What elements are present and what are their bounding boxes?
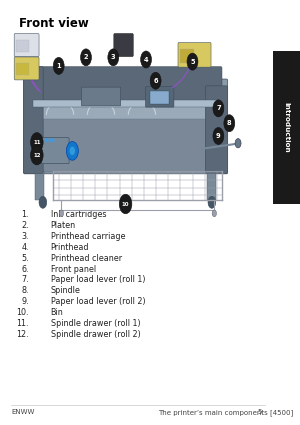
Text: 5: 5 — [258, 409, 262, 415]
Circle shape — [42, 138, 44, 142]
Text: 5.: 5. — [21, 254, 29, 263]
Text: Paper load lever (roll 2): Paper load lever (roll 2) — [50, 297, 145, 306]
Circle shape — [150, 72, 161, 89]
FancyBboxPatch shape — [14, 57, 39, 80]
Text: 8: 8 — [227, 120, 232, 126]
Text: 4.: 4. — [21, 243, 29, 252]
FancyBboxPatch shape — [208, 171, 216, 200]
FancyBboxPatch shape — [35, 171, 44, 200]
FancyBboxPatch shape — [23, 79, 228, 174]
FancyBboxPatch shape — [30, 101, 221, 119]
Text: 9: 9 — [216, 133, 221, 139]
Circle shape — [31, 145, 43, 165]
Text: 1.: 1. — [21, 210, 29, 219]
FancyBboxPatch shape — [33, 100, 218, 107]
Text: Bin: Bin — [50, 308, 63, 317]
Text: Printhead cleaner: Printhead cleaner — [50, 254, 122, 263]
Text: 7.: 7. — [21, 275, 29, 284]
Text: Ink cartridges: Ink cartridges — [50, 210, 106, 219]
Text: 9.: 9. — [21, 297, 29, 306]
Text: 12: 12 — [33, 153, 40, 158]
Text: 7: 7 — [216, 105, 221, 111]
FancyBboxPatch shape — [146, 87, 174, 107]
Text: 3.: 3. — [21, 232, 29, 241]
Text: 10.: 10. — [16, 308, 29, 317]
FancyBboxPatch shape — [178, 42, 211, 67]
Text: 3: 3 — [111, 54, 116, 60]
Text: 4: 4 — [144, 57, 148, 62]
FancyBboxPatch shape — [14, 34, 39, 57]
Circle shape — [141, 51, 152, 68]
Text: Printhead: Printhead — [50, 243, 89, 252]
Circle shape — [119, 194, 132, 214]
Text: Spindle drawer (roll 2): Spindle drawer (roll 2) — [50, 330, 140, 339]
Circle shape — [38, 138, 41, 142]
Text: 1: 1 — [56, 63, 61, 69]
Text: 2: 2 — [84, 54, 88, 60]
Circle shape — [235, 139, 241, 148]
Circle shape — [39, 196, 47, 208]
Circle shape — [70, 147, 75, 155]
Circle shape — [208, 196, 216, 208]
Circle shape — [59, 210, 64, 217]
FancyBboxPatch shape — [29, 67, 222, 103]
Circle shape — [66, 142, 78, 160]
Text: Front view: Front view — [19, 17, 89, 30]
Text: ENWW: ENWW — [11, 409, 34, 415]
FancyBboxPatch shape — [24, 67, 43, 173]
FancyBboxPatch shape — [16, 40, 29, 52]
Circle shape — [213, 128, 224, 144]
Text: Front panel: Front panel — [50, 264, 96, 274]
Text: 11.: 11. — [16, 319, 29, 328]
Text: Introduction: Introduction — [284, 102, 290, 153]
Text: Spindle drawer (roll 1): Spindle drawer (roll 1) — [50, 319, 140, 328]
Circle shape — [45, 138, 48, 142]
Text: Printhead carriage: Printhead carriage — [50, 232, 125, 241]
FancyBboxPatch shape — [16, 63, 29, 75]
Circle shape — [80, 49, 92, 66]
FancyBboxPatch shape — [81, 87, 121, 106]
Circle shape — [49, 138, 51, 142]
Text: 12.: 12. — [16, 330, 29, 339]
FancyBboxPatch shape — [273, 51, 300, 204]
Text: The printer’s main components [4500]: The printer’s main components [4500] — [158, 409, 294, 416]
Text: Paper load lever (roll 1): Paper load lever (roll 1) — [50, 275, 145, 284]
Circle shape — [224, 115, 235, 132]
Text: Spindle: Spindle — [50, 286, 80, 295]
FancyBboxPatch shape — [25, 117, 226, 172]
Text: 6.: 6. — [21, 264, 29, 274]
Circle shape — [52, 138, 55, 142]
Circle shape — [53, 57, 64, 74]
Circle shape — [31, 133, 43, 152]
FancyBboxPatch shape — [114, 34, 133, 57]
Text: Platen: Platen — [50, 221, 76, 230]
Text: 10: 10 — [122, 201, 129, 207]
Circle shape — [213, 100, 224, 117]
FancyBboxPatch shape — [41, 138, 69, 164]
Circle shape — [108, 49, 119, 66]
Text: 8.: 8. — [21, 286, 29, 295]
FancyBboxPatch shape — [180, 49, 194, 63]
Circle shape — [212, 210, 217, 217]
FancyBboxPatch shape — [205, 86, 227, 173]
Circle shape — [187, 53, 198, 70]
FancyBboxPatch shape — [150, 91, 169, 104]
Text: 2.: 2. — [21, 221, 29, 230]
Text: 6: 6 — [153, 78, 158, 84]
Text: 11: 11 — [33, 140, 40, 145]
Text: 5: 5 — [190, 59, 195, 65]
